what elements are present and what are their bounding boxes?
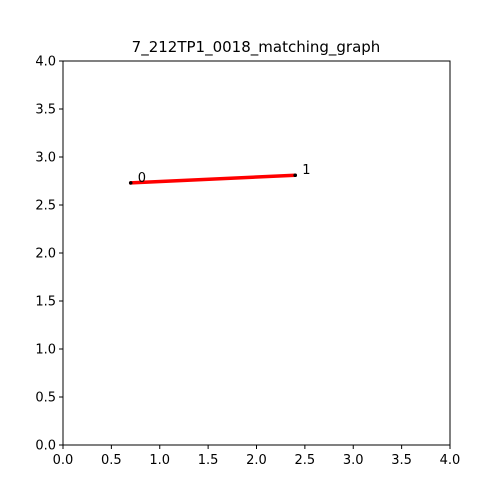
y-tick-label: 4.0 [35,55,56,70]
x-tick-label: 0.5 [101,453,122,468]
y-tick-label: 2.0 [35,247,56,262]
y-tick-label: 3.0 [35,151,56,166]
x-tick-label: 1.5 [198,453,219,468]
x-tick-label: 2.0 [246,453,267,468]
plot-area [63,61,450,445]
y-tick-label: 2.5 [35,199,56,214]
graph-node-label: 0 [138,171,146,186]
x-tick-label: 2.5 [295,453,316,468]
y-tick-label: 1.0 [35,343,56,358]
y-tick-label: 0.5 [35,391,56,406]
y-tick-label: 1.5 [35,295,56,310]
graph-node-point [128,181,133,185]
y-tick-label: 3.5 [35,103,56,118]
graph-edges [128,173,297,185]
x-tick-label: 4.0 [440,453,461,468]
x-tick-label: 1.0 [149,453,170,468]
plot-frame [62,60,451,446]
graph-node-point [293,173,298,178]
x-tick-label: 0.0 [53,453,74,468]
x-tick-label: 3.0 [343,453,364,468]
y-tick-label: 0.0 [35,439,56,454]
graph-edge [128,173,297,185]
y-axis-ticks: 0.0 0.5 1.0 1.5 2.0 2.5 3.0 3.5 4.0 [35,55,63,454]
x-axis-ticks: 0.0 0.5 1.0 1.5 2.0 2.5 3.0 3.5 4.0 [53,445,461,468]
chart-title: 7_212TP1_0018_matching_graph [132,38,381,57]
graph-nodes: 01 [128,163,310,186]
x-tick-label: 3.5 [391,453,412,468]
graph-node-label: 1 [302,163,310,178]
